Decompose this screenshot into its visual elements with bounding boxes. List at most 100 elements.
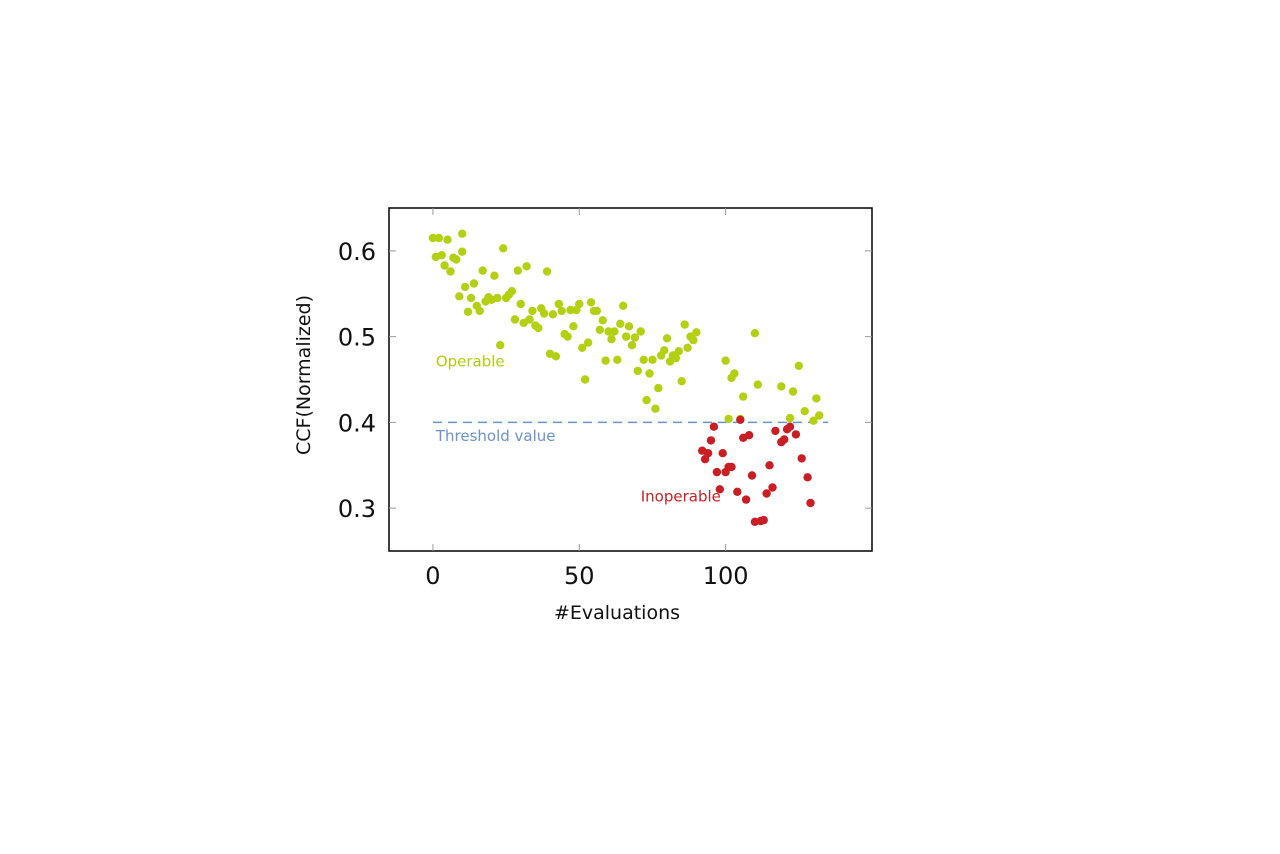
- operable-point: [458, 229, 467, 238]
- x-tick-label: 100: [703, 562, 749, 590]
- annotations: Operable Threshold value Inoperable: [435, 353, 721, 506]
- operable-point: [750, 329, 760, 338]
- operable-point: [478, 266, 487, 275]
- inoperable-point: [780, 435, 789, 444]
- operable-point: [466, 293, 476, 303]
- inoperable-point: [759, 515, 768, 525]
- operable-point: [753, 380, 762, 389]
- inoperable-point: [712, 467, 722, 477]
- operable-point: [580, 375, 590, 384]
- operable-point: [654, 383, 663, 393]
- operable-point: [794, 361, 803, 370]
- operable-point: [452, 255, 461, 264]
- operable-point: [428, 233, 438, 243]
- inoperable-point: [747, 471, 757, 480]
- operable-point: [636, 327, 645, 336]
- operable-point: [724, 414, 733, 424]
- inoperable-point: [785, 422, 795, 431]
- inoperable-point: [762, 489, 771, 498]
- inoperable-point: [768, 483, 777, 492]
- operable-point: [443, 235, 452, 244]
- operable-point: [542, 267, 552, 276]
- ticks: [389, 208, 872, 551]
- operable-point: [800, 407, 809, 416]
- operable-point: [592, 306, 601, 316]
- operable-point: [434, 233, 443, 243]
- y-tick-label: 0.5: [338, 324, 376, 352]
- operable-point: [627, 341, 637, 350]
- operable-point: [671, 353, 681, 363]
- operable-point: [437, 251, 446, 260]
- operable-point: [739, 392, 748, 401]
- y-axis-title: CCF(Normalized): [293, 295, 315, 455]
- operable-point: [499, 244, 508, 253]
- operable-point: [809, 416, 818, 425]
- operable-point: [616, 319, 625, 328]
- operable-point: [516, 299, 525, 309]
- operable-point: [463, 307, 473, 316]
- data-points: [428, 229, 824, 526]
- operable-point: [575, 299, 584, 309]
- operable-point: [578, 343, 587, 352]
- inoperable-point: [718, 449, 727, 458]
- operable-point: [648, 355, 657, 364]
- inoperable-point: [797, 454, 806, 463]
- operable-point: [557, 306, 566, 316]
- operable-point: [460, 282, 470, 292]
- operable-point: [525, 315, 534, 324]
- operable-point: [651, 404, 660, 413]
- operable-point: [458, 247, 467, 256]
- inoperable-point: [733, 487, 742, 496]
- operable-point: [548, 310, 558, 319]
- operable-point: [601, 356, 610, 365]
- operable-point: [639, 355, 648, 364]
- operable-point: [586, 298, 596, 307]
- inoperable-point: [791, 430, 801, 439]
- inoperable-point: [736, 415, 745, 424]
- inoperable-point: [715, 485, 724, 494]
- operable-point: [496, 341, 505, 350]
- operable-point: [563, 332, 572, 341]
- operable-point: [645, 369, 654, 378]
- y-tick-label: 0.6: [338, 238, 376, 266]
- operable-point: [607, 335, 616, 344]
- tick-labels: 0 50 100 0.3 0.4 0.5 0.6: [338, 238, 749, 590]
- operable-point: [788, 387, 798, 396]
- operable-point: [475, 306, 484, 316]
- annotation-threshold-value: Threshold value: [435, 427, 556, 445]
- operable-point: [662, 334, 672, 343]
- annotation-operable: Operable: [436, 353, 505, 371]
- operable-point: [610, 327, 619, 336]
- operable-point: [534, 323, 543, 333]
- inoperable-point: [806, 498, 815, 508]
- operable-point: [812, 394, 821, 403]
- operable-point: [677, 377, 686, 386]
- inoperable-point: [765, 461, 774, 470]
- operable-point: [528, 306, 537, 316]
- operable-point: [469, 279, 479, 288]
- operable-point: [566, 305, 575, 315]
- operable-point: [493, 293, 502, 303]
- operable-point: [595, 325, 604, 334]
- operable-point: [604, 327, 613, 336]
- y-tick-label: 0.3: [338, 495, 376, 523]
- operable-point: [630, 333, 640, 342]
- operable-point: [621, 332, 631, 341]
- operable-point: [598, 316, 607, 325]
- operable-point: [446, 267, 455, 276]
- inoperable-point: [803, 473, 812, 482]
- inoperable-point: [727, 462, 736, 472]
- operable-point: [513, 266, 522, 275]
- x-tick-label: 0: [425, 562, 440, 590]
- x-axis-title: #Evaluations: [554, 602, 680, 624]
- operable-point: [633, 366, 642, 376]
- operable-point: [777, 382, 786, 391]
- operable-point: [815, 411, 824, 420]
- x-tick-label: 50: [564, 562, 595, 590]
- inoperable-point: [741, 495, 751, 504]
- operable-point: [440, 261, 449, 270]
- operable-point: [730, 369, 739, 378]
- operable-point: [660, 346, 669, 355]
- operable-point: [624, 322, 634, 331]
